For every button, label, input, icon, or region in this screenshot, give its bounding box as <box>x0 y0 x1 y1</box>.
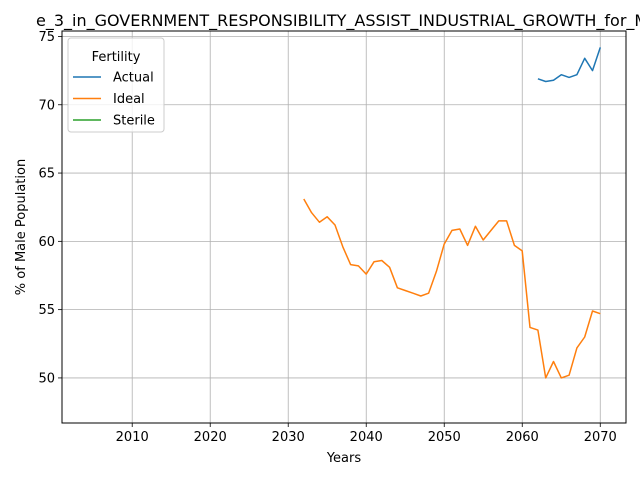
legend-title: Fertility <box>92 50 141 65</box>
legend-label-sterile: Sterile <box>113 114 155 129</box>
x-tick-label: 2060 <box>506 430 539 445</box>
y-tick-label: 65 <box>38 167 55 182</box>
legend: Fertility Actual Ideal Sterile <box>67 37 165 133</box>
series-line-ideal <box>303 198 601 379</box>
series-line-actual <box>537 47 602 83</box>
x-axis-label: Years <box>326 451 362 466</box>
y-axis: 50 55 60 65 70 75 <box>38 30 62 386</box>
y-tick-label: 50 <box>38 371 55 386</box>
y-axis-label: % of Male Population <box>14 159 29 295</box>
y-tick-label: 60 <box>38 235 55 250</box>
x-tick-label: 2010 <box>116 430 149 445</box>
chart-title: e_3_in_GOVERNMENT_RESPONSIBILITY_ASSIST_… <box>36 11 640 31</box>
plot-frame <box>61 30 627 424</box>
legend-label-actual: Actual <box>113 71 154 86</box>
x-tick-label: 2030 <box>272 430 305 445</box>
legend-label-ideal: Ideal <box>113 92 145 107</box>
plot-area <box>303 47 602 379</box>
x-tick-label: 2050 <box>428 430 461 445</box>
legend-box <box>67 37 165 133</box>
y-tick-label: 70 <box>38 98 55 113</box>
x-tick-label: 2040 <box>350 430 383 445</box>
y-tick-label: 55 <box>38 303 55 318</box>
x-axis: 2010 2020 2030 2040 2050 2060 2070 <box>116 423 617 445</box>
x-tick-label: 2070 <box>584 430 617 445</box>
x-tick-label: 2020 <box>194 430 227 445</box>
y-tick-label: 75 <box>38 30 55 45</box>
